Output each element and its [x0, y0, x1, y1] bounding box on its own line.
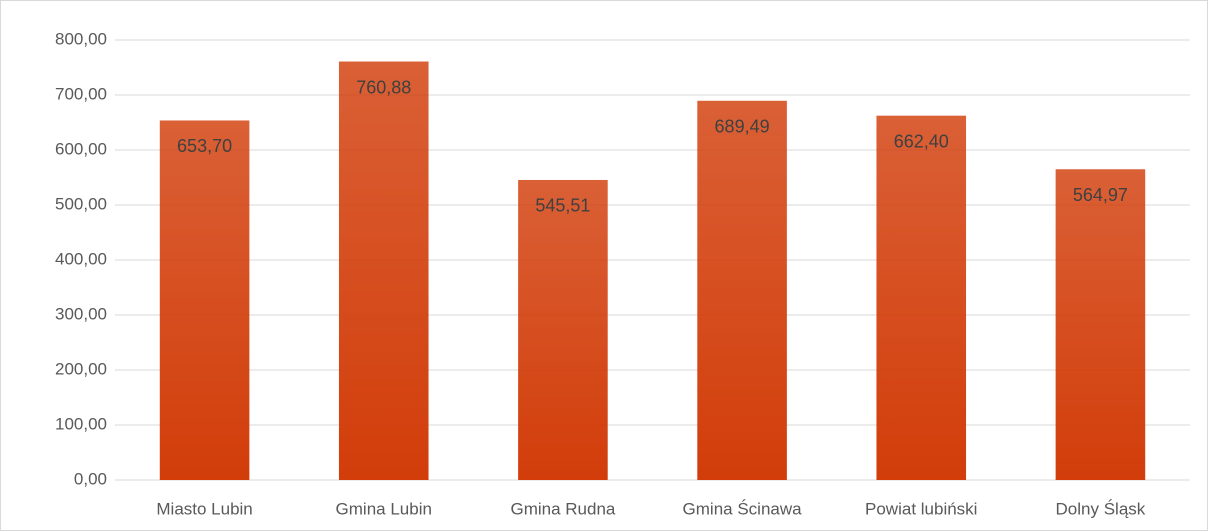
y-tick-label: 200,00 [55, 359, 107, 378]
data-label: 564,97 [1073, 185, 1128, 205]
y-tick-label: 0,00 [74, 469, 107, 488]
data-label: 662,40 [894, 131, 949, 151]
x-tick-label: Gmina Rudna [510, 499, 615, 518]
x-tick-label: Gmina Lubin [336, 499, 432, 518]
bar [1055, 169, 1146, 481]
bar [697, 100, 787, 480]
data-label: 653,70 [177, 136, 232, 156]
data-label: 545,51 [535, 196, 590, 216]
x-tick-label: Powiat lubiński [865, 499, 977, 518]
bar [876, 115, 967, 481]
y-tick-label: 300,00 [55, 304, 107, 323]
x-tick-label: Gmina Ścinawa [683, 499, 803, 518]
bar [159, 120, 250, 480]
y-tick-label: 600,00 [55, 139, 107, 158]
y-tick-label: 700,00 [55, 84, 107, 103]
y-tick-label: 400,00 [55, 249, 107, 268]
data-label: 689,49 [715, 117, 770, 137]
y-tick-label: 500,00 [55, 194, 107, 213]
x-tick-label: Dolny Śląsk [1056, 499, 1146, 518]
y-tick-label: 800,00 [55, 29, 107, 48]
bar [338, 61, 429, 481]
y-tick-label: 100,00 [55, 414, 107, 433]
x-tick-label: Miasto Lubin [156, 499, 252, 518]
bar [518, 179, 608, 481]
data-label: 760,88 [356, 77, 411, 97]
